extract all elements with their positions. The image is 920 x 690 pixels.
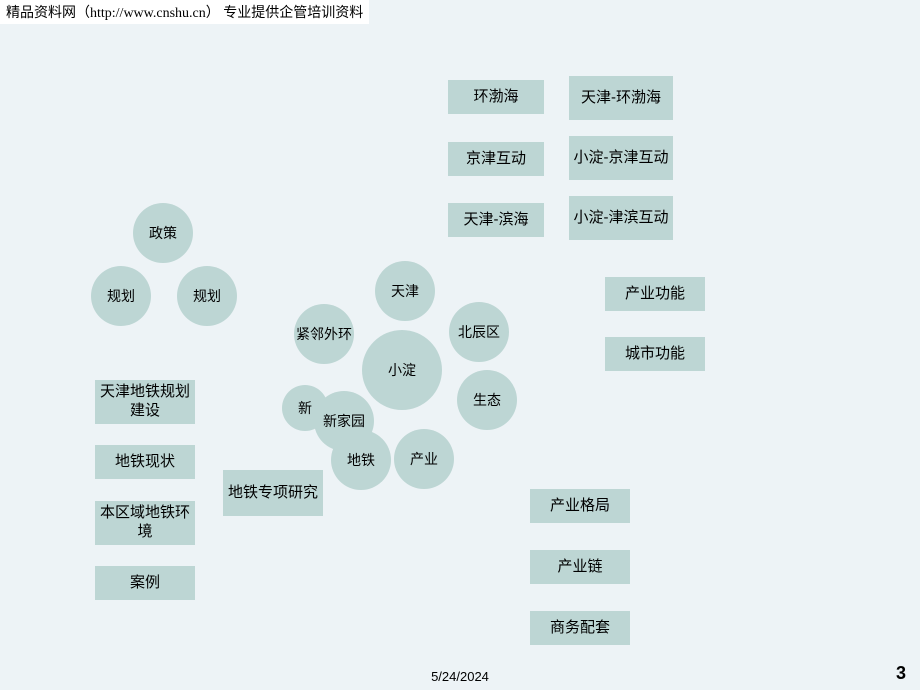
rect-ditiexz: 地铁现状 <box>95 445 195 479</box>
circle-policy: 政策 <box>133 203 193 263</box>
circle-shengtai: 生态 <box>457 370 517 430</box>
rect-chanyegeju: 产业格局 <box>530 489 630 523</box>
rect-jingjin: 京津互动 <box>448 142 544 176</box>
rect-anli: 案例 <box>95 566 195 600</box>
rect-benquyu: 本区域地铁环境 <box>95 501 195 545</box>
circle-jinlin: 紧邻外环 <box>294 304 354 364</box>
rect-xd-jingjin: 小淀-京津互动 <box>569 136 673 180</box>
circle-tianjin: 天津 <box>375 261 435 321</box>
rect-tj-huanbohai: 天津-环渤海 <box>569 76 673 120</box>
circle-ditie: 地铁 <box>331 430 391 490</box>
rect-ditiezhuanxiang: 地铁专项研究 <box>223 470 323 516</box>
footer-page-number: 3 <box>896 663 906 684</box>
rect-ditieguihua: 天津地铁规划建设 <box>95 380 195 424</box>
circle-xiaodian: 小淀 <box>362 330 442 410</box>
rect-chanyegongneng: 产业功能 <box>605 277 705 311</box>
circle-chanye: 产业 <box>394 429 454 489</box>
footer-date: 5/24/2024 <box>431 669 489 684</box>
rect-shangwu: 商务配套 <box>530 611 630 645</box>
header-watermark: 精品资料网（http://www.cnshu.cn） 专业提供企管培训资料 <box>0 0 369 24</box>
rect-tj-binhai: 天津-滨海 <box>448 203 544 237</box>
rect-huanbohai: 环渤海 <box>448 80 544 114</box>
rect-chengshigongneng: 城市功能 <box>605 337 705 371</box>
circle-beichen: 北辰区 <box>449 302 509 362</box>
rect-chanyelian: 产业链 <box>530 550 630 584</box>
circle-plan2: 规划 <box>177 266 237 326</box>
circle-plan1: 规划 <box>91 266 151 326</box>
rect-xd-jinbin: 小淀-津滨互动 <box>569 196 673 240</box>
